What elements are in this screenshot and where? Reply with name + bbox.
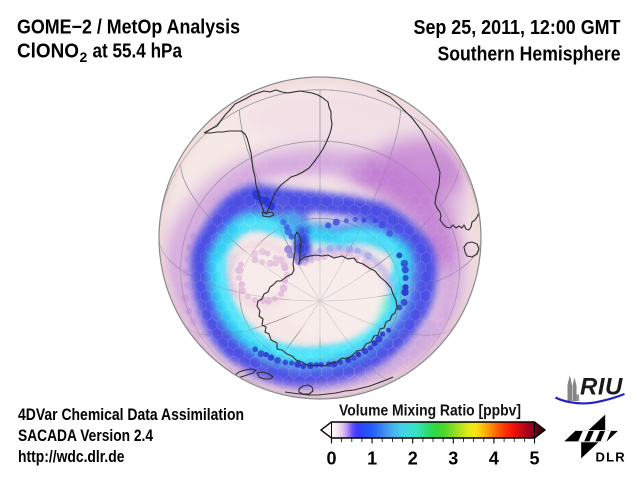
svg-text:Southern Hemisphere: Southern Hemisphere <box>438 44 621 66</box>
svg-text:1: 1 <box>367 449 377 469</box>
svg-text:SACADA Version 2.4: SACADA Version 2.4 <box>18 426 153 445</box>
svg-text:Sep 25, 2011, 12:00 GMT: Sep 25, 2011, 12:00 GMT <box>414 17 621 39</box>
svg-text:0: 0 <box>326 449 336 469</box>
svg-text:at 55.4 hPa: at 55.4 hPa <box>93 41 183 63</box>
svg-text:http://wdc.dlr.de: http://wdc.dlr.de <box>18 447 125 466</box>
svg-text:5: 5 <box>529 449 539 469</box>
svg-text:2: 2 <box>80 49 88 65</box>
svg-text:3: 3 <box>448 449 458 469</box>
svg-text:4DVar Chemical Data Assimilati: 4DVar Chemical Data Assimilation <box>18 405 244 424</box>
svg-text:GOME−2 / MetOp Analysis: GOME−2 / MetOp Analysis <box>17 17 240 39</box>
svg-text:4: 4 <box>489 449 499 469</box>
svg-text:RIU: RIU <box>580 374 623 401</box>
svg-text:ClONO: ClONO <box>17 41 79 63</box>
svg-text:Volume Mixing Ratio [ppbv]: Volume Mixing Ratio [ppbv] <box>339 403 521 420</box>
svg-text:2: 2 <box>408 449 418 469</box>
svg-text:DLR: DLR <box>596 450 626 465</box>
